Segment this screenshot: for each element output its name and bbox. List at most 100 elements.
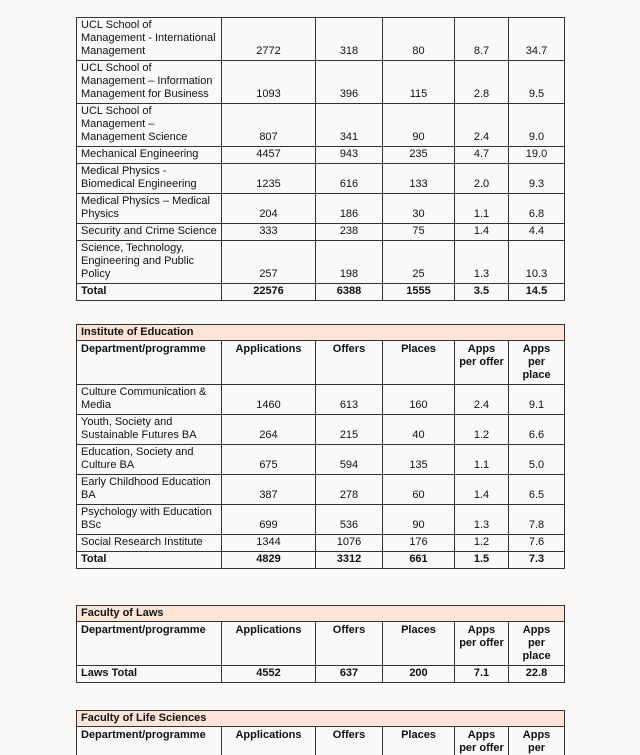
total-row: Total 22576 6388 1555 3.5 14.5 [76,283,565,301]
value-cell: 133 [382,163,455,194]
total-value-cell: 661 [382,551,455,569]
value-cell: 19.0 [508,146,565,164]
total-label-cell: Laws Total [76,665,222,683]
table-row: Psychology with Education BSc 699 536 90 1.3… [76,504,566,535]
column-header: Apps per offer [454,340,509,385]
value-cell: 1.3 [454,504,509,535]
value-cell: 8.7 [454,17,509,61]
section-banner: Faculty of Laws [75,605,566,622]
header-row: Department/programme Applications Offers Pl… [76,621,566,666]
total-value-cell: 22576 [221,283,316,301]
column-header: Apps per place [507,726,566,755]
table-row: Medical Physics – Medical Physics 204 186 3… [76,193,565,224]
value-cell: 6.5 [507,474,566,505]
faculty-of-laws-table: Faculty of Laws Department/programme Appli… [75,605,566,683]
value-cell: 341 [315,103,383,147]
table-row: Education, Society and Culture BA 675 594 1… [76,444,566,475]
department-cell: Security and Crime Science [76,223,222,241]
value-cell: 264 [221,414,316,445]
value-cell: 30 [382,193,455,224]
table-row: Mechanical Engineering 4457 943 235 4.7 19.0 [76,146,565,164]
column-header: Department/programme [76,621,222,666]
total-row: Total 4829 3312 661 1.5 7.3 [76,551,566,569]
value-cell: 6.6 [507,414,566,445]
value-cell: 80 [382,17,455,61]
total-value-cell: 637 [315,665,383,683]
department-cell: Psychology with Education BSc [76,504,222,535]
value-cell: 2.0 [454,163,509,194]
management-continuation-table: UCL School of Management - International… [76,17,565,301]
department-cell: Early Childhood Education BA [76,474,222,505]
value-cell: 238 [315,223,383,241]
department-cell: UCL School of Management – Management Sc… [76,103,222,147]
table-row: Science, Technology, Engineering and Pub… [76,240,565,284]
value-cell: 90 [382,103,455,147]
value-cell: 1.3 [454,240,509,284]
department-cell: Education, Society and Culture BA [76,444,222,475]
value-cell: 10.3 [508,240,565,284]
total-row: Laws Total 4552 637 200 7.1 22.8 [76,665,566,683]
value-cell: 1344 [221,534,316,552]
table-row: Medical Physics - Biomedical Engineering… [76,163,565,194]
total-label-cell: Total [76,283,222,301]
column-header: Applications [221,726,316,755]
column-header: Offers [315,726,383,755]
total-value-cell: 1.5 [454,551,509,569]
value-cell: 807 [221,103,316,147]
value-cell: 90 [382,504,455,535]
column-header: Applications [221,621,316,666]
header-row: Department/programme Applications Offers Pl… [76,726,566,755]
value-cell: 176 [382,534,455,552]
value-cell: 396 [315,60,383,104]
value-cell: 1460 [221,384,316,415]
section-banner: Institute of Education [75,324,566,341]
value-cell: 1.4 [454,223,509,241]
value-cell: 9.5 [508,60,565,104]
value-cell: 2.4 [454,103,509,147]
admissions-tables: UCL School of Management - International… [75,17,566,755]
value-cell: 135 [382,444,455,475]
department-cell: Medical Physics - Biomedical Engineering [76,163,222,194]
department-cell: UCL School of Management – Information M… [76,60,222,104]
total-value-cell: 7.3 [507,551,566,569]
value-cell: 1093 [221,60,316,104]
section-banner-row: Faculty of Laws [75,605,566,622]
value-cell: 6.8 [508,193,565,224]
value-cell: 387 [221,474,316,505]
value-cell: 4.4 [508,223,565,241]
column-header: Places [382,726,455,755]
value-cell: 34.7 [508,17,565,61]
column-header: Apps per offer [454,621,509,666]
value-cell: 1.4 [454,474,509,505]
table-row: Culture Communication & Media 1460 613 160 2… [76,384,566,415]
value-cell: 278 [315,474,383,505]
table-row: UCL School of Management – Management Sc… [76,103,565,147]
total-value-cell: 6388 [315,283,383,301]
faculty-of-life-sciences-table: Faculty of Life Sciences Department/progr… [75,710,566,755]
section-banner: Faculty of Life Sciences [75,710,566,727]
value-cell: 1.1 [454,444,509,475]
value-cell: 536 [315,504,383,535]
total-value-cell: 1555 [382,283,455,301]
table-row: Early Childhood Education BA 387 278 60 1.4 6… [76,474,566,505]
department-cell: Medical Physics – Medical Physics [76,193,222,224]
value-cell: 4.7 [454,146,509,164]
value-cell: 5.0 [507,444,566,475]
value-cell: 4457 [221,146,316,164]
value-cell: 7.6 [507,534,566,552]
value-cell: 25 [382,240,455,284]
value-cell: 198 [315,240,383,284]
value-cell: 235 [382,146,455,164]
value-cell: 318 [315,17,383,61]
total-value-cell: 3.5 [454,283,509,301]
column-header: Applications [221,340,316,385]
value-cell: 943 [315,146,383,164]
total-value-cell: 4552 [221,665,316,683]
total-value-cell: 3312 [315,551,383,569]
institute-of-education-table: Institute of Education Department/program… [75,324,566,569]
value-cell: 160 [382,384,455,415]
value-cell: 186 [315,193,383,224]
column-header: Apps per place [507,340,566,385]
value-cell: 60 [382,474,455,505]
total-value-cell: 7.1 [454,665,509,683]
